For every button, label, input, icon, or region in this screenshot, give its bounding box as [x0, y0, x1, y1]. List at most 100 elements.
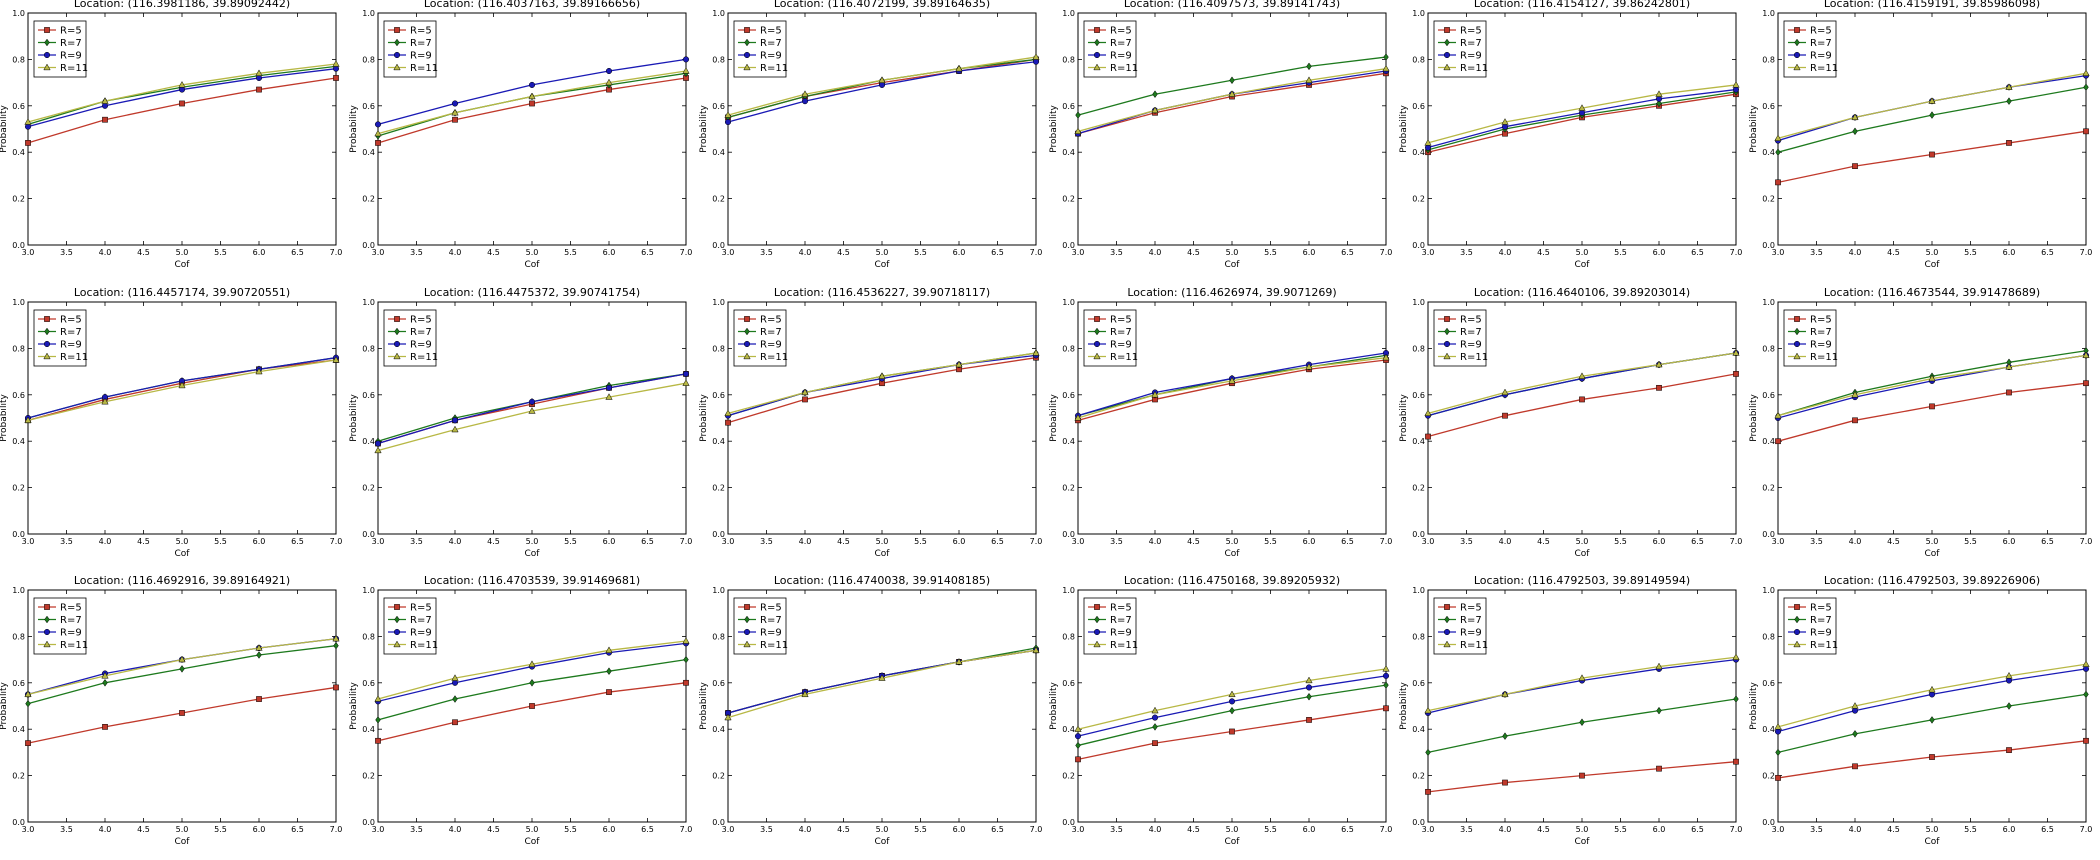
data-point-R5: [333, 684, 339, 691]
data-point-R11: [451, 674, 459, 681]
x-tick-label: 5.5: [564, 537, 577, 546]
data-point-R5: [1775, 438, 1781, 445]
y-tick-label: 0.8: [712, 632, 725, 641]
data-point-R11: [1305, 363, 1313, 370]
data-point-R9: [1424, 144, 1432, 151]
x-tick-label: 3.0: [1772, 825, 1785, 834]
x-tick-label: 6.0: [603, 825, 616, 834]
y-tick-label: 0.6: [1412, 679, 1425, 688]
legend-marker: [744, 615, 750, 624]
y-tick-label: 0.2: [12, 772, 25, 781]
data-point-R5: [102, 116, 108, 123]
legend-label: R=9: [1110, 340, 1132, 351]
data-point-R11: [1228, 376, 1236, 384]
x-tick-label: 5.5: [1614, 248, 1627, 257]
legend-label: R=5: [1460, 603, 1482, 614]
data-point-R9: [255, 74, 263, 82]
x-tick-label: 3.0: [372, 248, 385, 257]
data-point-R5: [1502, 412, 1508, 419]
y-tick-label: 0.6: [712, 391, 725, 400]
x-tick-label: 4.0: [799, 537, 812, 546]
legend-label: R=9: [1460, 51, 1482, 62]
x-tick-label: 6.0: [253, 248, 266, 257]
x-tick-label: 5.0: [876, 537, 889, 546]
x-tick-label: 5.5: [1264, 825, 1277, 834]
y-tick-label: 0.2: [12, 195, 25, 204]
x-axis-label: Cof: [525, 837, 541, 847]
x-tick-label: 7.0: [1730, 537, 1743, 546]
data-point-R11: [178, 655, 186, 663]
legend-marker: [743, 628, 751, 636]
x-axis-label: Cof: [1925, 837, 1941, 847]
y-tick-label: 1.0: [362, 298, 375, 307]
x-axis-label: Cof: [525, 549, 541, 559]
x-tick-label: 6.0: [1303, 537, 1316, 546]
x-tick-label: 3.5: [60, 248, 73, 257]
x-tick-label: 7.0: [1030, 825, 1043, 834]
data-point-R5: [1306, 717, 1312, 723]
x-tick-label: 6.5: [291, 825, 304, 834]
x-tick-label: 7.0: [1030, 248, 1043, 257]
legend-marker: [1443, 51, 1451, 59]
chart-panel-8: Location: (116.4475372, 39.90741754) 3.0 3…: [349, 286, 692, 559]
y-tick-label: 1.0: [12, 9, 25, 18]
y-tick-label: 0.4: [1412, 437, 1425, 446]
x-tick-label: 6.5: [291, 248, 304, 257]
x-tick-label: 4.5: [137, 537, 150, 546]
legend-label: R=9: [760, 340, 782, 351]
chart-panel-14: Location: (116.4703539, 39.91469681) 3.0 3…: [349, 574, 692, 847]
y-tick-label: 0.8: [1762, 344, 1775, 353]
data-point-R9: [724, 118, 732, 126]
x-axis-label: Cof: [175, 549, 191, 559]
data-point-R11: [178, 381, 186, 389]
y-tick-label: 0.6: [1412, 391, 1425, 400]
legend-marker: [44, 604, 50, 610]
legend-marker: [1794, 327, 1800, 336]
y-tick-label: 0.2: [712, 484, 725, 493]
x-tick-label: 3.5: [1810, 537, 1823, 546]
x-tick-label: 5.0: [1576, 248, 1589, 257]
x-tick-label: 4.0: [1149, 537, 1162, 546]
data-point-R5: [529, 100, 535, 107]
legend-marker: [43, 340, 51, 348]
legend-label: R=5: [60, 26, 82, 37]
chart-title: Location: (116.4792503, 39.89226906): [1824, 574, 2040, 587]
y-tick-label: 0.6: [12, 391, 25, 400]
x-tick-label: 4.0: [1849, 248, 1862, 257]
y-tick-label: 0.8: [1412, 55, 1425, 64]
x-tick-label: 5.0: [526, 537, 539, 546]
data-point-R11: [1501, 690, 1509, 698]
y-tick-label: 0.0: [712, 530, 725, 539]
legend-label: R=11: [60, 63, 88, 74]
x-tick-label: 7.0: [2080, 825, 2093, 834]
chart-panel-5: Location: (116.4154127, 39.86242801) 3.0 3…: [1399, 0, 1742, 270]
data-point-R5: [179, 710, 185, 716]
x-axis-label: Cof: [175, 837, 191, 847]
x-tick-label: 5.5: [1264, 248, 1277, 257]
legend-marker: [43, 63, 51, 71]
y-tick-label: 0.6: [362, 102, 375, 111]
data-point-R11: [605, 393, 613, 400]
data-point-R7: [1775, 148, 1781, 157]
x-tick-label: 6.0: [1653, 248, 1666, 257]
y-axis-label: Probability: [1049, 394, 1059, 442]
y-tick-label: 0.4: [1412, 148, 1425, 157]
data-point-R11: [1382, 64, 1390, 72]
x-tick-label: 5.0: [1926, 825, 1939, 834]
x-tick-label: 3.0: [1072, 537, 1085, 546]
chart-title: Location: (116.4097573, 39.89141743): [1124, 0, 1340, 10]
y-axis-label: Probability: [0, 394, 9, 442]
data-point-R7: [1852, 127, 1858, 136]
data-point-R5: [1852, 163, 1858, 169]
y-tick-label: 0.0: [1412, 530, 1425, 539]
data-point-R7: [1383, 681, 1389, 689]
y-tick-label: 0.2: [362, 195, 375, 204]
x-tick-label: 6.5: [991, 825, 1004, 834]
legend-marker: [743, 63, 751, 71]
data-point-R9: [1851, 707, 1859, 714]
data-point-R5: [2083, 737, 2089, 744]
data-point-R9: [1928, 691, 1936, 698]
legend: R=5R=7 R=9R=11: [1083, 309, 1138, 367]
legend-label: R=11: [1110, 63, 1138, 74]
